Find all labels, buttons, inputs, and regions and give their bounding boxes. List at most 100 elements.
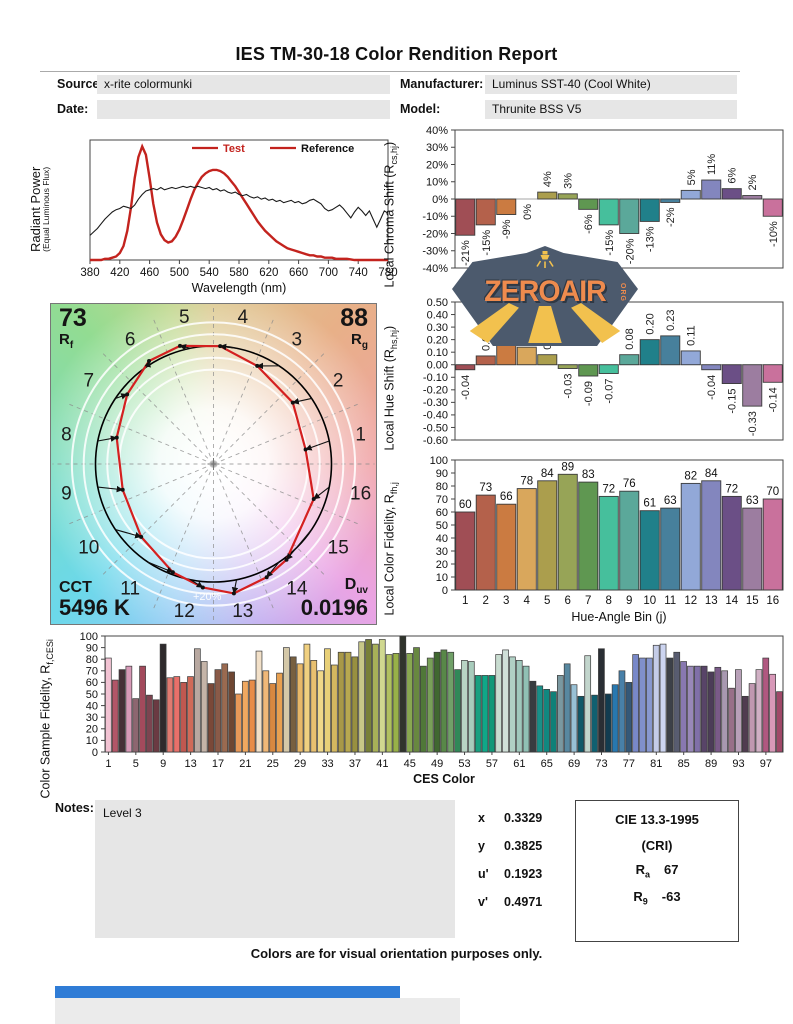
- svg-text:-10%: -10%: [422, 211, 448, 223]
- bottom-gray-panel: [55, 998, 460, 1024]
- chromaticity-row: u' 0.1923: [478, 867, 543, 881]
- chroma-bar-10: [639, 198, 660, 222]
- cvg-bin-13: 13: [232, 601, 253, 622]
- svg-text:-40%: -40%: [422, 263, 448, 275]
- svg-text:78: 78: [520, 476, 533, 488]
- svg-text:-0.60: -0.60: [423, 435, 448, 447]
- date-label: Date:: [57, 102, 89, 116]
- svg-text:60: 60: [436, 507, 448, 519]
- svg-text:45: 45: [404, 758, 416, 770]
- hue-plot: 0.500.400.300.200.100.00-0.10-0.20-0.30-…: [423, 297, 784, 447]
- cvg-bin-14: 14: [286, 579, 308, 600]
- cvg-bin-3: 3: [292, 329, 303, 350]
- svg-text:84: 84: [705, 468, 718, 480]
- svg-text:100: 100: [430, 455, 448, 467]
- svg-text:89: 89: [561, 461, 574, 473]
- hue-bar-5: [537, 354, 558, 366]
- hue-bar-7: [578, 364, 599, 377]
- ces-bar-36: [344, 651, 352, 753]
- svg-text:13: 13: [184, 758, 196, 770]
- ces-bar-87: [693, 665, 701, 753]
- svg-text:66: 66: [500, 491, 513, 503]
- ces-bar-38: [358, 641, 366, 753]
- ces-bar-95: [748, 683, 756, 753]
- ces-bar-85: [680, 661, 687, 753]
- hue-bar-3: [496, 342, 517, 366]
- chroma-bar-6: [557, 193, 578, 200]
- svg-text:84: 84: [541, 468, 554, 480]
- hue-bar-6: [557, 364, 578, 369]
- svg-text:11%: 11%: [706, 154, 718, 175]
- svg-text:8: 8: [606, 595, 612, 607]
- ces-bar-43: [392, 653, 400, 753]
- ces-bar-90: [714, 666, 722, 753]
- svg-text:72: 72: [602, 483, 615, 495]
- chroma-bar-14: [721, 188, 742, 200]
- ces-bar-9: [159, 643, 167, 753]
- svg-text:-0.09: -0.09: [583, 381, 595, 406]
- svg-text:-6%: -6%: [583, 214, 595, 234]
- ces-bar-34: [331, 664, 338, 753]
- chroma-bar-12: [680, 189, 701, 200]
- svg-text:-20%: -20%: [422, 228, 448, 240]
- model-value-field: Thrunite BSS V5: [485, 100, 737, 119]
- cvg-bin-2: 2: [333, 371, 344, 392]
- ces-bar-68: [563, 663, 571, 753]
- svg-text:57: 57: [486, 758, 498, 770]
- svg-text:20%: 20%: [426, 159, 448, 171]
- fidelity-bar-8: [598, 495, 619, 591]
- fidelity-bar-10: [639, 510, 660, 591]
- svg-text:-0.04: -0.04: [460, 375, 472, 400]
- svg-text:2: 2: [483, 595, 489, 607]
- svg-text:0%: 0%: [432, 194, 448, 206]
- chroma-bar-13: [701, 179, 722, 200]
- ces-bar-8: [152, 699, 160, 753]
- svg-text:81: 81: [650, 758, 662, 770]
- ces-bar-57: [488, 675, 496, 753]
- svg-text:380: 380: [80, 267, 99, 279]
- cvg-bin-9: 9: [61, 483, 72, 504]
- svg-text:90: 90: [86, 642, 98, 654]
- cvg-bin-1: 1: [355, 425, 366, 446]
- fidelity-bar-6: [557, 473, 578, 591]
- svg-text:69: 69: [568, 758, 580, 770]
- cvg-bin-8: 8: [61, 425, 72, 446]
- ces-bar-6: [139, 665, 146, 753]
- ces-bar-56: [481, 675, 489, 753]
- svg-text:0.40: 0.40: [427, 309, 448, 321]
- svg-text:97: 97: [760, 758, 772, 770]
- ces-bar-58: [495, 654, 503, 753]
- svg-text:780: 780: [378, 267, 397, 279]
- ces-bar-33: [324, 648, 331, 753]
- svg-text:500: 500: [170, 267, 189, 279]
- svg-text:73: 73: [595, 758, 607, 770]
- svg-text:12: 12: [684, 595, 697, 607]
- cvg-bin-10: 10: [78, 537, 99, 558]
- svg-text:30: 30: [86, 712, 98, 724]
- ces-bar-10: [166, 677, 174, 753]
- svg-text:37: 37: [349, 758, 361, 770]
- fidelity-bar-4: [516, 488, 537, 591]
- hue-bar-9: [619, 354, 640, 366]
- svg-text:72: 72: [725, 483, 738, 495]
- hue-bar-15: [742, 364, 763, 407]
- rf-score: 73 Rf: [59, 304, 87, 351]
- svg-text:82: 82: [684, 470, 697, 482]
- spd-chart: 380 420 460 500 540 580 620 660 700 740 780 Wavelen…: [80, 139, 398, 295]
- ces-bar-83: [666, 657, 674, 753]
- ces-bar-91: [721, 670, 729, 753]
- svg-text:40: 40: [436, 533, 448, 545]
- ces-bar-63: [529, 680, 537, 753]
- svg-text:90: 90: [436, 468, 448, 480]
- chroma-bar-15: [742, 195, 763, 200]
- svg-text:63: 63: [664, 495, 677, 507]
- chroma-bar-11: [660, 198, 681, 203]
- svg-text:0.30: 0.30: [427, 322, 448, 334]
- ces-bar-46: [413, 647, 420, 753]
- ces-bar-53: [461, 660, 468, 753]
- manufacturer-value-field: Luminus SST-40 (Cool White): [485, 75, 737, 94]
- ces-bar-41: [378, 639, 386, 753]
